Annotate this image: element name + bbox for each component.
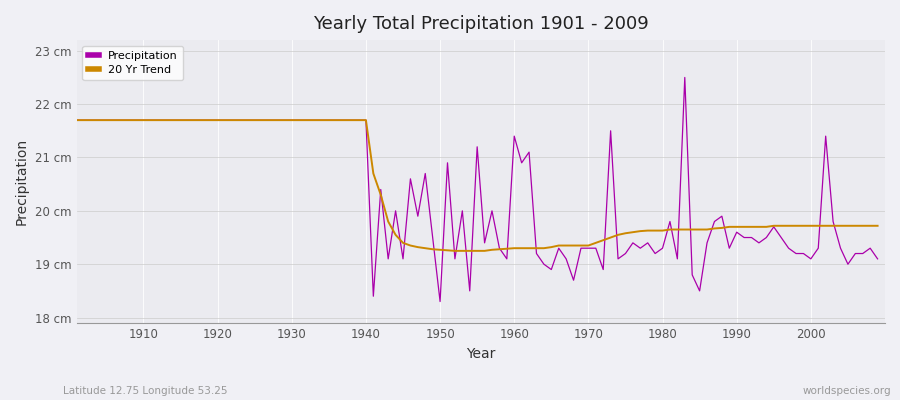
20 Yr Trend (605, 235, 616, 240)
20 Yr Trend (449, 248, 460, 253)
Legend: Precipitation, 20 Yr Trend: Precipitation, 20 Yr Trend (82, 46, 184, 80)
20 Yr Trend (508, 246, 519, 250)
Precipitation (435, 299, 446, 304)
Precipitation (517, 160, 527, 165)
Text: worldspecies.org: worldspecies.org (803, 386, 891, 396)
Precipitation (508, 134, 519, 138)
Title: Yearly Total Precipitation 1901 - 2009: Yearly Total Precipitation 1901 - 2009 (313, 15, 649, 33)
20 Yr Trend (517, 246, 527, 250)
20 Yr Trend (872, 223, 883, 228)
Precipitation (338, 118, 349, 122)
X-axis label: Year: Year (466, 347, 496, 361)
Line: 20 Yr Trend: 20 Yr Trend (76, 120, 878, 251)
Precipitation (71, 118, 82, 122)
20 Yr Trend (293, 118, 304, 122)
Precipitation (293, 118, 304, 122)
Y-axis label: Precipitation: Precipitation (15, 138, 29, 225)
Text: Latitude 12.75 Longitude 53.25: Latitude 12.75 Longitude 53.25 (63, 386, 228, 396)
20 Yr Trend (130, 118, 141, 122)
Precipitation (680, 75, 690, 80)
20 Yr Trend (338, 118, 349, 122)
20 Yr Trend (71, 118, 82, 122)
Precipitation (130, 118, 141, 122)
Line: Precipitation: Precipitation (76, 78, 878, 302)
Precipitation (872, 256, 883, 261)
Precipitation (605, 128, 616, 133)
